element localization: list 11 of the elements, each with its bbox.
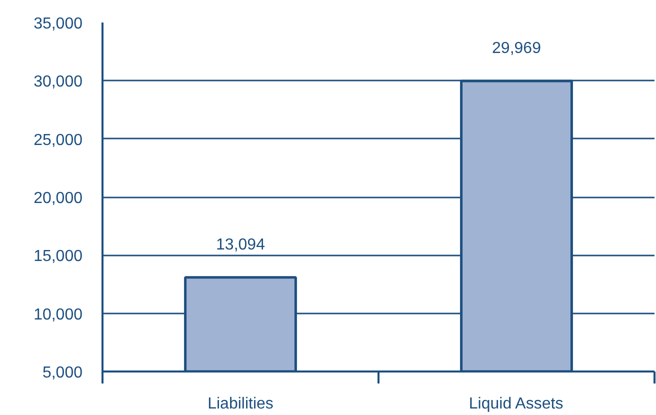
- data-label: 13,094: [216, 236, 266, 254]
- y-tick-label: 10,000: [34, 306, 83, 324]
- y-tick-label: 20,000: [34, 190, 83, 207]
- y-tick-label: 30,000: [34, 74, 83, 91]
- x-tick-label: Liquid Assets: [468, 396, 564, 412]
- data-label: 29,969: [492, 40, 542, 58]
- y-tick-label: 15,000: [34, 248, 83, 266]
- x-tick-label: Liabilities: [208, 396, 274, 412]
- y-tick-label: 25,000: [34, 132, 83, 149]
- y-tick-label: 35,000: [34, 16, 83, 32]
- y-tick-label: 5,000: [42, 364, 83, 382]
